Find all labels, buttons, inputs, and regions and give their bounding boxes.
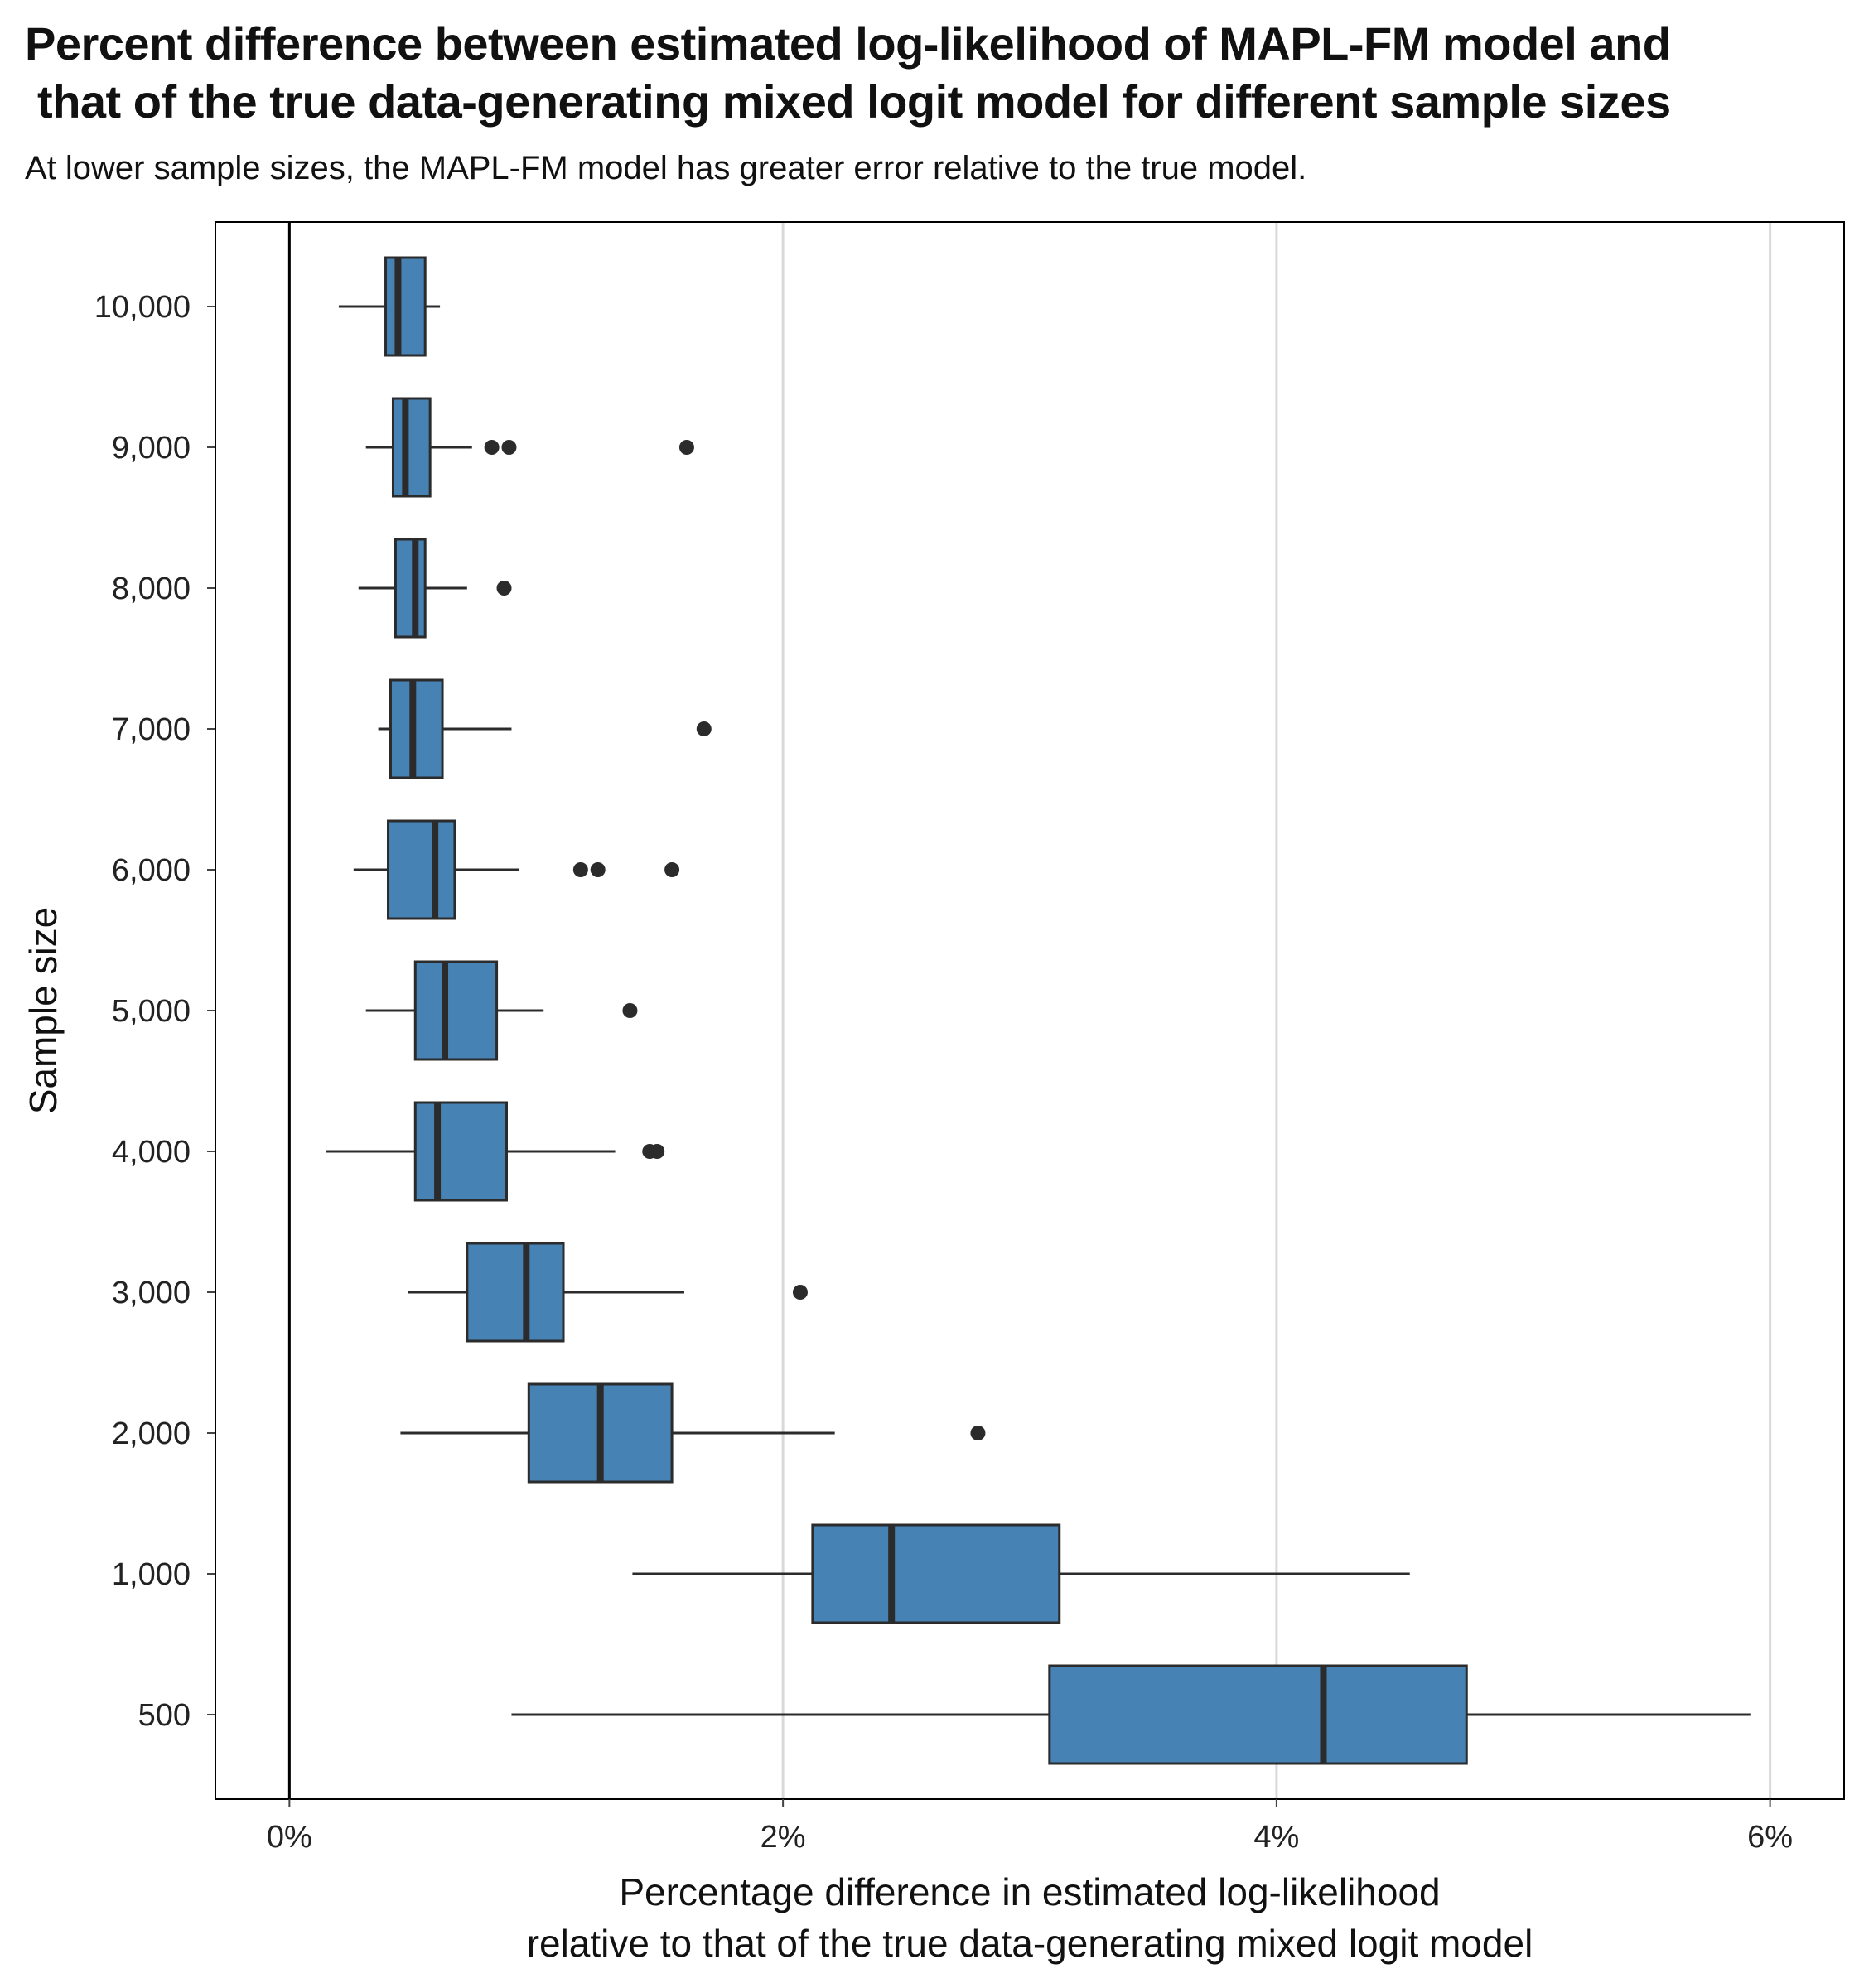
y-axis-title: Sample size — [22, 907, 65, 1115]
box-group — [353, 819, 680, 920]
box-group — [365, 397, 694, 498]
outlier-point — [496, 581, 512, 596]
outlier-point — [484, 440, 500, 455]
outlier-point — [590, 862, 606, 877]
box-iqr — [811, 1523, 1061, 1624]
box-group — [632, 1523, 1410, 1624]
outlier-point — [650, 1144, 665, 1159]
box-group — [365, 960, 638, 1061]
outlier-point — [678, 440, 694, 455]
x-tick-label: 2% — [761, 1820, 806, 1855]
box-group — [511, 1664, 1751, 1765]
box-iqr — [387, 819, 456, 920]
y-tick-label: 4,000 — [112, 1135, 191, 1170]
outlier-point — [664, 862, 680, 877]
x-tick-label: 4% — [1253, 1820, 1299, 1855]
y-tick-label: 6,000 — [112, 853, 191, 888]
axes: 10,000 9,000 8,000 7,000 6,000 5,000 4,000 3,00… — [22, 290, 1793, 1965]
y-tick-label: 7,000 — [112, 712, 191, 747]
box-group — [378, 678, 712, 779]
box-iqr — [466, 1242, 565, 1343]
x-tick-label: 0% — [267, 1820, 312, 1855]
box-group — [400, 1382, 986, 1484]
box-group — [408, 1242, 808, 1343]
y-tick-label: 3,000 — [112, 1276, 191, 1310]
chart-title: Percent difference between estimated log… — [25, 17, 1671, 128]
gridlines — [287, 222, 1772, 1799]
box-group — [358, 538, 512, 639]
y-tick-label: 2,000 — [112, 1416, 191, 1451]
y-tick-label: 9,000 — [112, 431, 191, 466]
boxplot-series — [326, 256, 1751, 1765]
box-group — [338, 256, 441, 357]
box-iqr — [384, 256, 427, 357]
box-group — [326, 1101, 665, 1202]
chart-subtitle: At lower sample sizes, the MAPL-FM model… — [25, 150, 1307, 186]
box-iqr — [389, 678, 444, 779]
outlier-point — [696, 721, 712, 736]
x-axis-title-line: relative to that of the true data-genera… — [527, 1922, 1533, 1965]
outlier-point — [572, 862, 588, 877]
box-iqr — [413, 1101, 508, 1202]
outlier-point — [501, 440, 517, 455]
y-tick-label: 1,000 — [112, 1557, 191, 1592]
x-axis-title-line: Percentage difference in estimated log-l… — [619, 1870, 1440, 1913]
outlier-point — [970, 1426, 986, 1440]
y-tick-label: 500 — [138, 1698, 191, 1733]
outlier-point — [622, 1003, 638, 1018]
box-iqr — [413, 960, 499, 1061]
box-iqr — [391, 397, 432, 498]
y-tick-label: 8,000 — [112, 572, 191, 606]
outlier-point — [792, 1285, 808, 1300]
x-tick-label: 6% — [1747, 1820, 1793, 1855]
y-tick-label: 5,000 — [112, 994, 191, 1029]
y-tick-label: 10,000 — [94, 290, 191, 325]
box-iqr — [394, 538, 427, 639]
box-iqr — [1048, 1664, 1468, 1765]
